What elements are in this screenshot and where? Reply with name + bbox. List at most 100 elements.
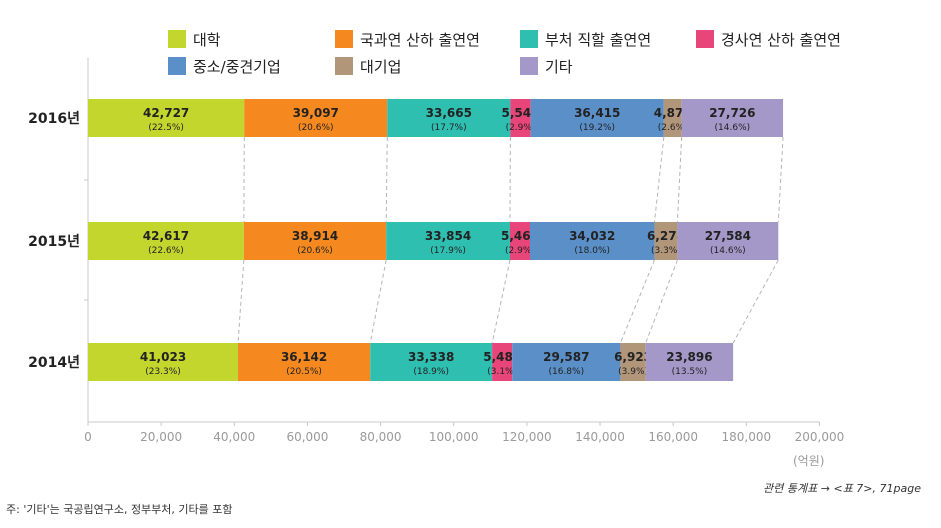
data-percent-label: (14.6%): [710, 246, 746, 256]
bar-segment: [620, 343, 646, 381]
data-percent-label: (20.6%): [297, 246, 333, 256]
data-percent-label: (17.9%): [430, 246, 466, 256]
x-tick-label: 140,000: [575, 430, 625, 444]
data-percent-label: (18.9%): [413, 367, 449, 377]
bar-segment: [645, 343, 734, 381]
data-percent-label: (13.5%): [672, 367, 708, 377]
data-percent-label: (17.7%): [431, 123, 467, 133]
legend-swatch: [696, 30, 714, 48]
legend-swatch: [520, 57, 538, 75]
data-percent-label: (18.0%): [574, 246, 610, 256]
connector-line: [676, 136, 683, 223]
legend-swatch: [335, 57, 353, 75]
data-label: 29,587: [543, 350, 589, 364]
source-reference: 관련 통계표 → <표 7>, 71page: [763, 482, 921, 495]
bar-segment: [88, 222, 244, 260]
bar-segment: [387, 99, 511, 137]
x-tick-label: 0: [84, 430, 92, 444]
x-tick-label: 20,000: [140, 430, 182, 444]
data-label: 23,896: [666, 350, 712, 364]
bar-segment: [88, 99, 245, 137]
legend-swatch: [168, 30, 186, 48]
data-label: 42,727: [143, 106, 189, 120]
data-label: 36,142: [281, 350, 327, 364]
data-label: 38,914: [292, 229, 338, 243]
legend-swatch: [520, 30, 538, 48]
data-percent-label: (2.6%): [658, 123, 688, 133]
data-label: 6,278: [647, 229, 685, 243]
bar-segment: [529, 222, 655, 260]
legend-swatch: [168, 57, 186, 75]
data-label: 33,854: [425, 229, 471, 243]
data-label: 27,584: [705, 229, 751, 243]
data-label: 27,726: [709, 106, 755, 120]
connector-line: [385, 136, 388, 223]
category-label: 2015년: [28, 234, 80, 250]
legend-entry: 국과연 산하 출연연: [360, 31, 480, 49]
category-label: 2016년: [28, 111, 80, 127]
x-tick-label: 100,000: [429, 430, 479, 444]
x-tick-label: 200,000: [795, 430, 845, 444]
legend-entry: 부처 직할 출연연: [545, 31, 651, 49]
connector-line: [619, 259, 655, 344]
connector-line: [732, 259, 779, 344]
connector-line: [653, 136, 665, 223]
bar-segment: [509, 222, 530, 260]
data-percent-label: (22.5%): [148, 123, 184, 133]
connector-line: [369, 259, 387, 344]
data-percent-label: (23.3%): [145, 367, 181, 377]
connector-line: [491, 259, 511, 344]
bar-segment: [88, 343, 239, 381]
x-axis: 0 20,000 40,000 60,000 80,000 100,000 120,000 1…: [84, 58, 844, 468]
data-percent-label: (3.1%): [487, 367, 517, 377]
data-label: 33,338: [408, 350, 454, 364]
bar-segment: [238, 343, 371, 381]
bar-segment: [243, 222, 387, 260]
legend-entry: 기타: [545, 58, 573, 76]
data-label: 39,097: [293, 106, 339, 120]
bar-segment: [370, 343, 493, 381]
bar-segment: [530, 99, 664, 137]
data-label: 42,617: [143, 229, 189, 243]
bar-segment: [654, 222, 678, 260]
data-percent-label: (2.9%): [505, 246, 535, 256]
x-tick-label: 40,000: [213, 430, 255, 444]
data-label: 5,485: [483, 350, 521, 364]
bar-segment: [681, 99, 784, 137]
connector-line: [645, 259, 678, 344]
data-percent-label: (19.2%): [579, 123, 615, 133]
data-label: 6,923: [614, 350, 652, 364]
data-percent-label: (16.8%): [548, 367, 584, 377]
category-label: 2014년: [28, 355, 80, 371]
x-tick-label: 180,000: [722, 430, 772, 444]
x-tick-label: 160,000: [648, 430, 698, 444]
data-label: 5,543: [502, 106, 540, 120]
bar-segment: [677, 222, 779, 260]
x-tick-label: 60,000: [286, 430, 328, 444]
bar-segment: [510, 99, 531, 137]
x-axis-unit: (억원): [793, 454, 824, 468]
data-percent-label: (14.6%): [715, 123, 751, 133]
bar-segment: [512, 343, 621, 381]
connector-line: [237, 259, 245, 344]
bar-segment: [386, 222, 510, 260]
legend-swatch: [335, 30, 353, 48]
data-label: 34,032: [569, 229, 615, 243]
data-label: 5,467: [501, 229, 539, 243]
bar-segment: [244, 99, 388, 137]
bar-segment: [663, 99, 682, 137]
data-percent-label: (2.9%): [506, 123, 536, 133]
data-percent-label: (22.6%): [148, 246, 184, 256]
data-percent-label: (3.9%): [618, 367, 648, 377]
connector-line: [777, 136, 784, 223]
bars: 42,727 (22.5%) 39,097 (20.6%) 33,665 (17.7%) 5…: [88, 99, 784, 381]
data-percent-label: (20.6%): [298, 123, 334, 133]
x-tick-label: 80,000: [360, 430, 402, 444]
data-label: 36,415: [574, 106, 620, 120]
legend-entry: 대기업: [360, 58, 401, 76]
x-tick-label: 120,000: [502, 430, 552, 444]
bar-segment: [492, 343, 513, 381]
data-label: 33,665: [426, 106, 472, 120]
